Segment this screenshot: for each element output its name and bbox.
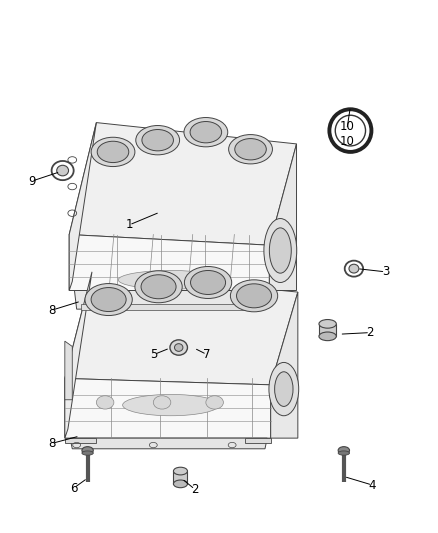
Polygon shape (65, 378, 271, 438)
Ellipse shape (142, 130, 173, 151)
Ellipse shape (235, 139, 266, 160)
Ellipse shape (91, 288, 126, 311)
Ellipse shape (229, 134, 272, 164)
Ellipse shape (91, 137, 135, 167)
Text: 8: 8 (48, 304, 55, 317)
Polygon shape (69, 123, 297, 245)
Ellipse shape (82, 451, 93, 455)
Text: 6: 6 (70, 482, 78, 495)
Ellipse shape (184, 117, 228, 147)
Ellipse shape (230, 280, 278, 312)
Ellipse shape (319, 332, 336, 341)
Polygon shape (65, 341, 72, 400)
Ellipse shape (206, 395, 223, 409)
Polygon shape (65, 272, 298, 385)
Ellipse shape (264, 219, 297, 282)
Polygon shape (70, 438, 267, 449)
Text: 8: 8 (48, 437, 55, 450)
Ellipse shape (349, 264, 359, 273)
Polygon shape (81, 304, 258, 310)
Ellipse shape (173, 480, 187, 488)
Ellipse shape (184, 266, 232, 298)
Text: 2: 2 (366, 326, 374, 339)
Ellipse shape (191, 271, 226, 295)
Polygon shape (69, 235, 269, 290)
Text: 10: 10 (339, 135, 354, 148)
Ellipse shape (85, 284, 132, 316)
Polygon shape (74, 290, 265, 309)
Ellipse shape (136, 126, 180, 155)
Text: 10: 10 (339, 120, 354, 133)
Bar (319, 324, 336, 336)
Polygon shape (271, 292, 298, 438)
Text: 4: 4 (368, 479, 376, 491)
Ellipse shape (135, 271, 182, 303)
Ellipse shape (82, 447, 93, 454)
Ellipse shape (123, 394, 219, 416)
Text: 2: 2 (191, 483, 199, 496)
Text: 3: 3 (382, 265, 389, 278)
Polygon shape (69, 123, 96, 290)
Ellipse shape (141, 275, 176, 298)
Ellipse shape (237, 284, 272, 308)
Ellipse shape (269, 362, 299, 416)
Ellipse shape (338, 451, 350, 455)
Polygon shape (269, 144, 297, 290)
Polygon shape (245, 438, 271, 443)
Ellipse shape (174, 344, 183, 351)
Ellipse shape (335, 115, 366, 146)
Ellipse shape (170, 340, 187, 355)
Text: 1: 1 (125, 219, 133, 231)
Ellipse shape (275, 372, 293, 407)
Ellipse shape (97, 141, 129, 163)
Ellipse shape (269, 228, 291, 273)
Polygon shape (65, 438, 96, 443)
Ellipse shape (118, 271, 223, 289)
Ellipse shape (153, 395, 171, 409)
Text: 5: 5 (151, 348, 158, 361)
Polygon shape (65, 272, 92, 438)
Text: 7: 7 (203, 348, 211, 361)
Text: 9: 9 (28, 175, 35, 188)
Ellipse shape (57, 165, 68, 176)
Ellipse shape (173, 467, 187, 475)
Bar (173, 471, 187, 484)
Ellipse shape (319, 320, 336, 328)
Ellipse shape (96, 395, 114, 409)
Ellipse shape (338, 447, 350, 454)
Ellipse shape (190, 122, 222, 143)
